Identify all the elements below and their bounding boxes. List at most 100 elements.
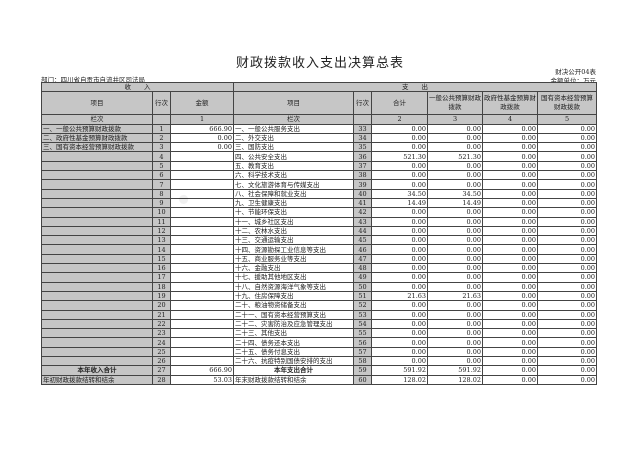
expense-total-cell: 0.00	[371, 225, 429, 237]
table-row: 7 七、文化旅游体育与传媒支出 39 0.00 0.00 0.00 0.00	[41, 179, 598, 190]
expense-line-cell: 55	[353, 328, 373, 339]
unit-label: 金额单位：万元	[550, 77, 597, 85]
expense-state-capital-cell: 0.00	[537, 151, 598, 162]
expense-line-cell: 45	[353, 235, 373, 246]
expense-gov-fund-cell: 0.00	[482, 374, 539, 385]
expense-line-cell: 54	[353, 318, 373, 330]
expense-header: 支 出	[233, 81, 598, 93]
expense-general-budget-cell: 0.00	[427, 216, 484, 227]
expense-general-budget-cell: 0.00	[427, 179, 484, 190]
income-amount-cell: 666.90	[169, 365, 235, 376]
expense-total-cell: 591.92	[371, 365, 429, 376]
income-line-cell: 4	[152, 151, 171, 162]
expense-item-cell: 年末财政拨款结转和结余	[233, 374, 355, 385]
expense-state-capital-cell: 0.00	[537, 216, 598, 227]
income-line-cell: 14	[152, 244, 171, 255]
expense-state-capital-cell: 0.00	[537, 132, 598, 144]
table-row: 4 四、公共安全支出 36 521.30 521.30 0.00 0.00	[41, 151, 598, 162]
income-amount-cell	[169, 160, 235, 172]
expense-line-cell: 60	[353, 374, 373, 385]
expense-gov-fund-cell: 0.00	[482, 151, 539, 162]
table-row: 9 九、卫生健康支出 41 14.49 14.49 0.00 0.00	[41, 197, 598, 209]
income-item-cell: 本年收入合计	[41, 365, 153, 376]
table-row: 一、一般公共预算财政拨款 1 666.90 一、一般公共服务支出 33 0.00 0.00 0…	[41, 123, 598, 134]
expense-line-cell: 33	[353, 123, 373, 134]
income-amount-cell	[169, 318, 235, 330]
income-item-cell	[41, 244, 153, 255]
expense-line-cell: 51	[353, 290, 373, 302]
income-amount-cell	[169, 309, 235, 320]
expense-line-cell: 44	[353, 225, 373, 237]
income-amount-cell	[169, 225, 235, 237]
expense-line-cell: 47	[353, 253, 373, 265]
expense-gov-fund-cell: 0.00	[482, 160, 539, 172]
expense-general-budget-cell: 0.00	[427, 132, 484, 144]
expense-total-cell: 0.00	[371, 132, 429, 144]
expense-gov-fund-cell: 0.00	[482, 123, 539, 134]
income-amount-cell	[169, 151, 235, 162]
expense-item-header: 项目	[233, 91, 355, 116]
expense-general-budget-cell: 0.00	[427, 170, 484, 181]
expense-total-cell: 0.00	[371, 355, 429, 367]
income-item-cell	[41, 207, 153, 218]
expense-state-capital-cell: 0.00	[537, 365, 598, 376]
expense-total-cell: 0.00	[371, 346, 429, 358]
expense-line-cell: 43	[353, 216, 373, 227]
income-amount-cell	[169, 346, 235, 358]
expense-item-cell: 十三、交通运输支出	[233, 235, 355, 246]
table-row: 15 十五、商业服务业等支出 47 0.00 0.00 0.00 0.00	[41, 253, 598, 265]
income-amount-cell: 0.00	[169, 142, 235, 153]
table-row: 11 十一、城乡社区支出 43 0.00 0.00 0.00 0.00	[41, 216, 598, 227]
income-line-header: 行次	[152, 91, 171, 116]
expense-line-cell: 52	[353, 300, 373, 311]
table-row: 13 十三、交通运输支出 45 0.00 0.00 0.00 0.00	[41, 235, 598, 246]
income-item-cell	[41, 170, 153, 181]
expense-general-budget-cell: 14.49	[427, 197, 484, 209]
table-row: 14 十四、资源勘探工业信息等支出 46 0.00 0.00 0.00 0.00	[41, 244, 598, 255]
expense-item-cell: 二十五、债务付息支出	[233, 346, 355, 358]
state-capital-header: 国有资本经营预算财政拨款	[537, 91, 598, 116]
expense-total-cell: 128.02	[371, 374, 429, 385]
table-row: 年初财政拨款结转和结余 28 53.03 年末财政拨款结转和结余 60 128.02 128…	[41, 374, 598, 385]
expense-gov-fund-cell: 0.00	[482, 328, 539, 339]
income-header: 收 入	[40, 81, 235, 93]
expense-general-budget-cell: 0.00	[427, 225, 484, 237]
expense-gov-fund-cell: 0.00	[482, 207, 539, 218]
income-line-cell: 13	[152, 235, 171, 246]
expense-gov-fund-cell: 0.00	[482, 197, 539, 209]
expense-general-budget-cell: 0.00	[427, 337, 484, 348]
income-line-cell: 15	[152, 253, 171, 265]
page-title: 财政拨款收入支出决算总表	[235, 56, 404, 71]
income-item-cell	[41, 253, 153, 265]
income-item-cell: 一、一般公共预算财政拨款	[41, 123, 153, 134]
expense-item-cell: 七、文化旅游体育与传媒支出	[233, 179, 355, 190]
expense-item-cell: 十六、金融支出	[233, 263, 355, 274]
income-item-cell: 三、国有资本经营预算财政拨款	[41, 142, 153, 153]
income-line-cell: 26	[152, 355, 171, 367]
income-line-cell: 10	[152, 207, 171, 218]
expense-state-capital-cell: 0.00	[537, 318, 598, 330]
expense-state-capital-cell: 0.00	[537, 355, 598, 367]
table-row: 26 二十六、抗疫特别国债安排的支出 58 0.00 0.00 0.00 0.00	[41, 355, 598, 367]
expense-general-budget-cell: 0.00	[427, 309, 484, 320]
expense-gov-fund-cell: 0.00	[482, 235, 539, 246]
income-item-cell	[41, 263, 153, 274]
expense-line-cell: 58	[353, 355, 373, 367]
income-amount-cell	[169, 263, 235, 274]
expense-item-cell: 二十三、其他支出	[233, 328, 355, 339]
expense-gov-fund-cell: 0.00	[482, 188, 539, 199]
form-code: 财决公开04表	[555, 68, 596, 76]
income-item-cell	[41, 160, 153, 172]
income-amount-cell	[169, 337, 235, 348]
general-budget-header: 一般公共预算财政拨款	[427, 91, 484, 116]
expense-line-cell: 53	[353, 309, 373, 320]
income-item-cell	[41, 318, 153, 330]
expense-general-budget-cell: 21.63	[427, 290, 484, 302]
expense-state-capital-cell: 0.00	[537, 263, 598, 274]
income-line-cell: 21	[152, 309, 171, 320]
expense-total-cell: 0.00	[371, 300, 429, 311]
expense-general-budget-cell: 34.50	[427, 188, 484, 199]
expense-general-budget-cell: 0.00	[427, 272, 484, 283]
expense-state-capital-cell: 0.00	[537, 188, 598, 199]
expense-state-capital-cell: 0.00	[537, 197, 598, 209]
